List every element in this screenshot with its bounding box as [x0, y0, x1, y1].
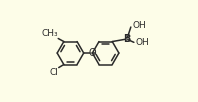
Text: OH: OH — [133, 21, 146, 30]
Text: B: B — [123, 34, 130, 44]
Text: Cl: Cl — [49, 68, 58, 77]
Text: O: O — [89, 48, 96, 58]
Text: CH₃: CH₃ — [41, 29, 58, 38]
Text: OH: OH — [136, 38, 149, 47]
